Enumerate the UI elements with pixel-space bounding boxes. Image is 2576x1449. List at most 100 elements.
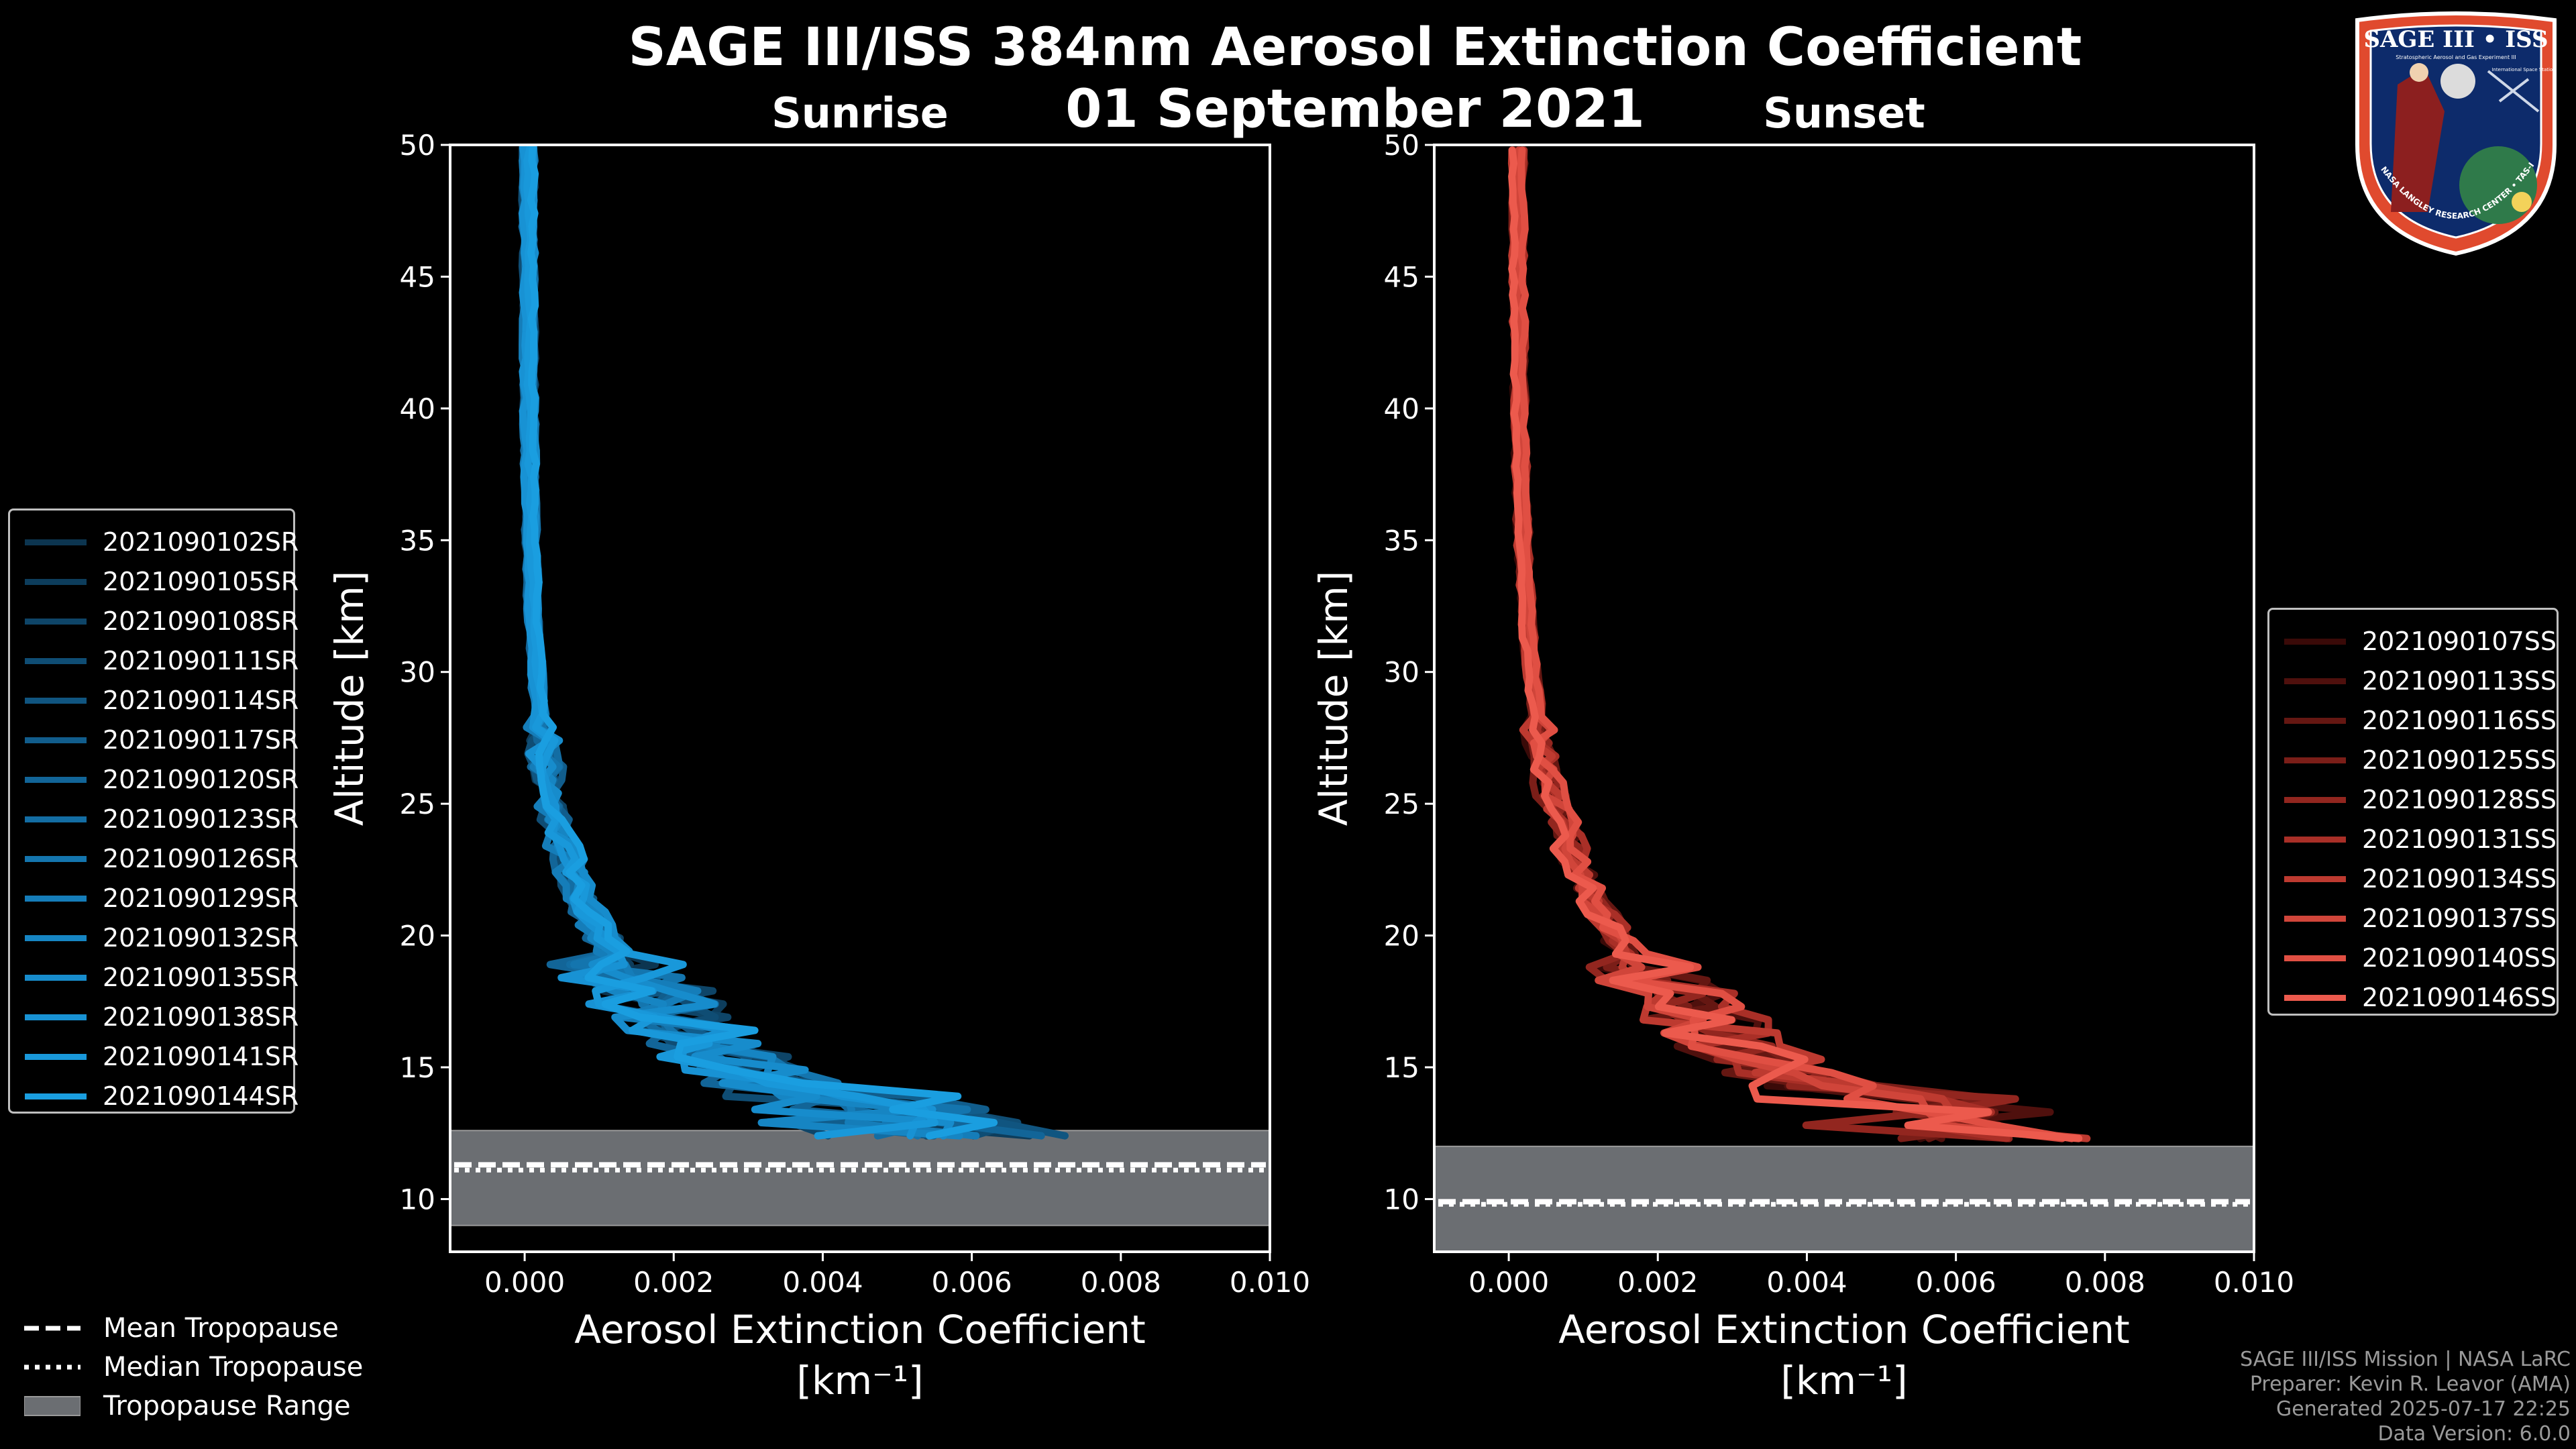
legend-label: 2021090134SS (2362, 864, 2557, 894)
profile-line-2021090144SR (527, 145, 998, 1140)
legend-label: 2021090108SR (103, 606, 299, 636)
xtick-label: 0.004 (1766, 1266, 1847, 1299)
legend-item-2021090134SS: 2021090134SS (2269, 859, 2557, 898)
legend-swatch (25, 816, 87, 822)
legend-item-2021090141SR: 2021090141SR (10, 1037, 299, 1076)
x-axis-label-sunset: Aerosol Extinction Coefficient (1558, 1307, 2130, 1352)
legend-item-2021090137SS: 2021090137SS (2269, 899, 2557, 938)
legend-swatch (25, 855, 87, 862)
legend-item-2021090144SR: 2021090144SR (10, 1077, 299, 1116)
ytick-label: 45 (400, 260, 435, 293)
legend-label: 2021090138SR (103, 1002, 299, 1032)
legend-swatch (25, 895, 87, 902)
dotted-line-swatch (24, 1364, 80, 1370)
legend-median-tropopause: Median Tropopause (24, 1348, 363, 1386)
legend-item-2021090108SR: 2021090108SR (10, 602, 299, 641)
xtick-label: 0.006 (1916, 1266, 1996, 1299)
sage-iii-iss-logo: SAGE III • ISS Stratospheric Aerosol and… (2344, 11, 2557, 256)
xtick-label: 0.002 (633, 1266, 714, 1299)
badge-title: SAGE III • ISS (2363, 26, 2548, 53)
chart-date: 01 September 2021 (1065, 79, 1645, 140)
legend-item-2021090116SS: 2021090116SS (2269, 701, 2557, 740)
ytick-label: 35 (1384, 524, 1419, 557)
y-axis-label-sunset: Altitude [km] (1311, 571, 1356, 826)
legend-item-2021090140SS: 2021090140SS (2269, 938, 2557, 977)
legend-swatch (2284, 994, 2346, 1001)
legend-label: 2021090125SS (2362, 745, 2557, 775)
profile-line-2021090128SS (1513, 146, 2019, 1142)
legend-label: 2021090123SR (103, 804, 299, 834)
legend-swatch (2284, 955, 2346, 961)
legend-swatch (2284, 678, 2346, 684)
ytick-label: 15 (400, 1051, 435, 1084)
legend-swatch (25, 934, 87, 941)
legend-item-2021090114SR: 2021090114SR (10, 681, 299, 720)
legend-label: 2021090120SR (103, 765, 299, 794)
range-patch-swatch (24, 1396, 80, 1416)
legend-item-2021090126SR: 2021090126SR (10, 839, 299, 878)
x-axis-units-sunrise: [km⁻¹] (796, 1358, 923, 1403)
legend-item-2021090102SR: 2021090102SR (10, 523, 299, 561)
legend-swatch (2284, 915, 2346, 922)
legend-swatch (2284, 836, 2346, 843)
ytick-label: 20 (400, 920, 435, 953)
ytick-label: 35 (400, 524, 435, 557)
ytick-label: 45 (1384, 260, 1419, 293)
profile-line-2021090129SR (518, 145, 980, 1140)
x-axis-label-sunrise: Aerosol Extinction Coefficient (574, 1307, 1146, 1352)
ytick-label: 50 (1384, 129, 1419, 162)
legend-label: 2021090107SS (2362, 627, 2557, 656)
legend-label: 2021090128SS (2362, 785, 2557, 814)
profile-line-2021090138SR (519, 145, 936, 1140)
profiles-sunset (1507, 146, 2091, 1142)
ytick-label: 30 (400, 656, 435, 689)
profile-line-2021090123SR (523, 145, 937, 1140)
legend-item-2021090107SS: 2021090107SS (2269, 622, 2557, 661)
profile-line-2021090125SS (1508, 146, 2003, 1142)
profiles-sunrise (518, 145, 1069, 1140)
xtick-label: 0.008 (2065, 1266, 2145, 1299)
profile-line-2021090134SS (1507, 146, 2091, 1142)
sunset-legend: 2021090107SS 2021090113SS 2021090116SS 2021… (2267, 608, 2559, 1016)
xtick-label: 0.010 (2214, 1266, 2294, 1299)
legend-label: 2021090114SR (103, 686, 299, 715)
legend-tropopause-range: Tropopause Range (24, 1387, 351, 1425)
legend-item-2021090120SR: 2021090120SR (10, 760, 299, 799)
panel-title-sunrise: Sunrise (771, 89, 949, 138)
legend-label: 2021090141SR (103, 1042, 299, 1071)
ytick-label: 10 (400, 1183, 435, 1216)
legend-swatch (2284, 875, 2346, 882)
legend-label: 2021090113SS (2362, 666, 2557, 696)
legend-mean-tropopause: Mean Tropopause (24, 1309, 339, 1347)
ytick-label: 20 (1384, 920, 1419, 953)
legend-label: 2021090144SR (103, 1081, 299, 1111)
legend-label: 2021090135SR (103, 963, 299, 992)
legend-swatch (25, 1053, 87, 1060)
profile-line-2021090141SR (523, 145, 938, 1140)
profile-line-2021090140SS (1517, 146, 2076, 1142)
panel-title-sunset: Sunset (1763, 89, 1925, 138)
legend-swatch (2284, 717, 2346, 724)
legend-item-2021090117SR: 2021090117SR (10, 720, 299, 759)
legend-label: 2021090126SR (103, 844, 299, 873)
legend-item-2021090128SS: 2021090128SS (2269, 780, 2557, 819)
legend-label: Tropopause Range (103, 1391, 351, 1421)
legend-swatch (2284, 757, 2346, 763)
credits-version: Data Version: 6.0.0 (2377, 1422, 2571, 1446)
xtick-label: 0.000 (484, 1266, 565, 1299)
sunrise-legend: 2021090102SR 2021090105SR 2021090108SR 2021… (8, 508, 299, 1114)
tropopause-range-sunrise (450, 1130, 1270, 1226)
legend-item-2021090123SR: 2021090123SR (10, 800, 299, 839)
dashed-line-swatch (24, 1326, 80, 1331)
legend-item-2021090113SS: 2021090113SS (2269, 661, 2557, 700)
legend-swatch (2284, 638, 2346, 645)
legend-item-2021090135SR: 2021090135SR (10, 958, 299, 997)
badge-subtitle: Stratospheric Aerosol and Gas Experiment… (2396, 54, 2516, 60)
ytick-label: 25 (400, 788, 435, 820)
badge-side: International Space Station (2491, 67, 2555, 72)
legend-label: 2021090117SR (103, 725, 299, 755)
y-axis-label-sunrise: Altitude [km] (327, 571, 372, 826)
xtick-label: 0.010 (1230, 1266, 1310, 1299)
legend-label: Median Tropopause (103, 1352, 364, 1383)
legend-swatch (25, 776, 87, 783)
